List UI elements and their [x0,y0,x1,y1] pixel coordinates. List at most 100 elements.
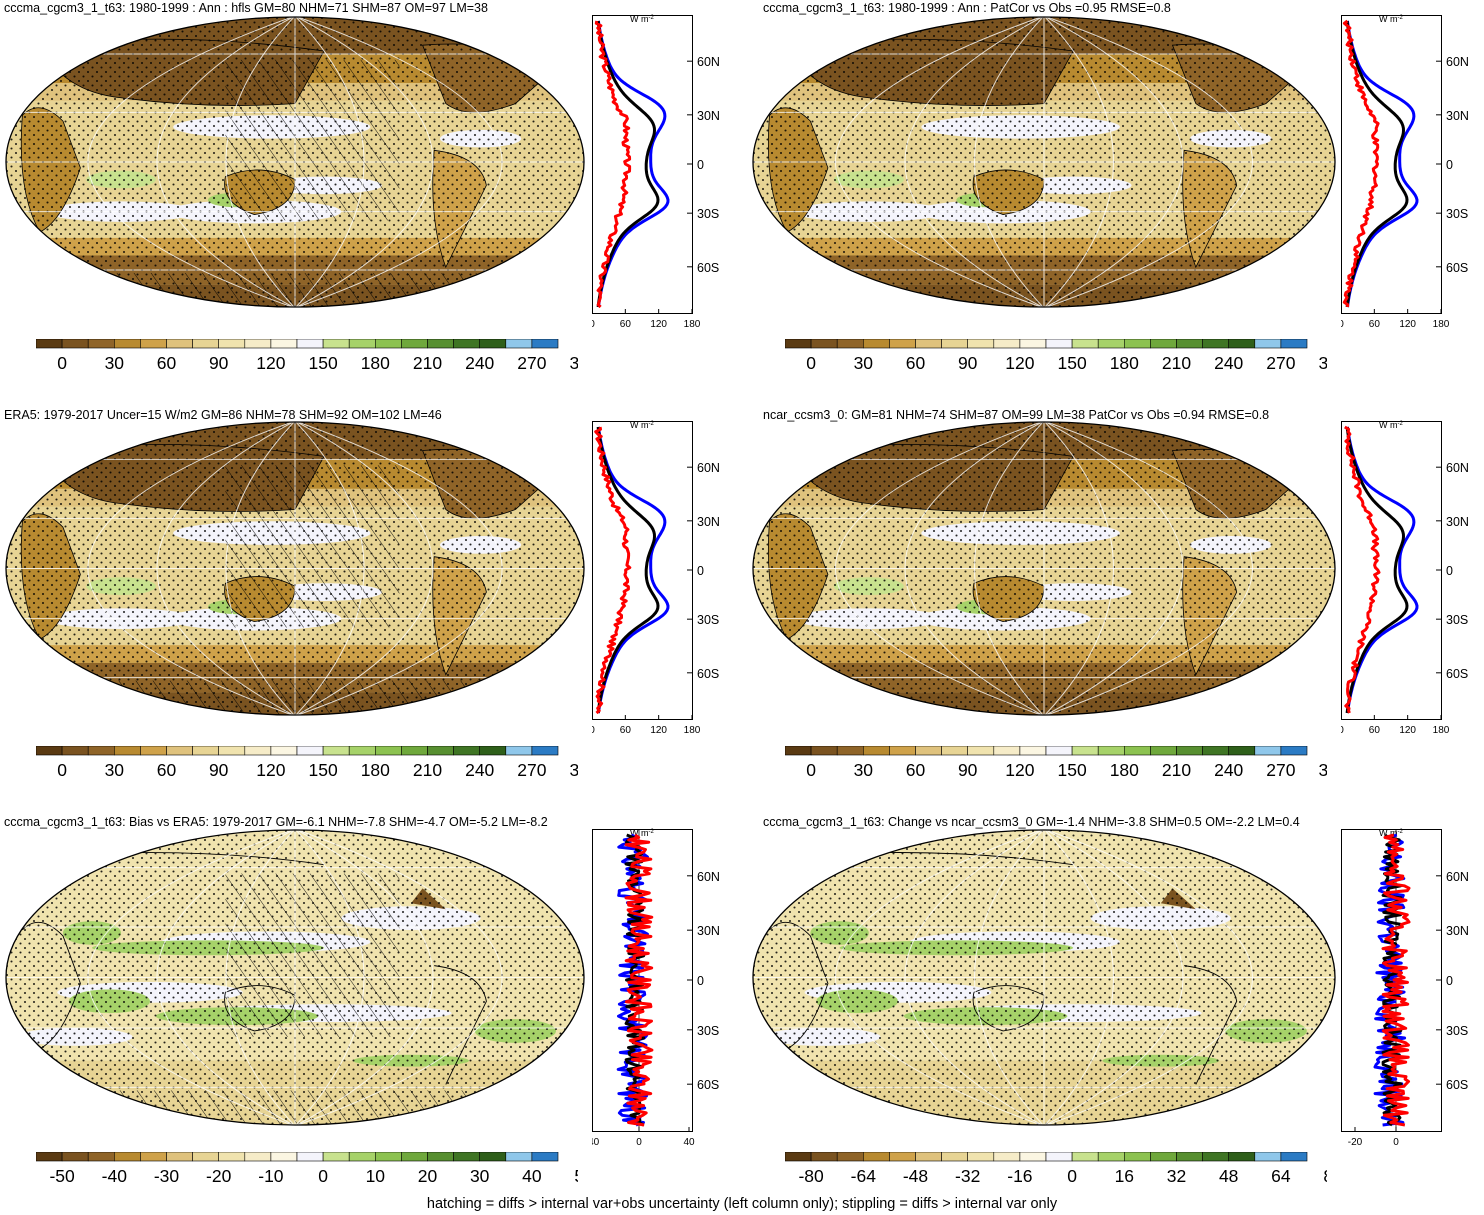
colorbar-swatch [863,1152,890,1162]
colorbar-tick-label: -32 [955,1166,980,1186]
colorbar-swatch [140,746,167,756]
colorbar-swatch [889,1152,916,1162]
colorbar-swatch [427,1152,454,1162]
colorbar-tick-label: 210 [413,353,442,373]
zonal-mean-profile: W m-2 60N 30N 0 30S 60S 0 60 120 180 [592,413,737,745]
colorbar-swatch [322,746,350,756]
colorbar-tick-label: 240 [465,353,494,373]
colorbar-swatch [1150,339,1177,349]
colorbar-swatch [374,339,402,349]
colorbar-swatch [967,746,995,756]
colorbar-swatch [1254,746,1282,756]
colorbar-swatch [810,339,838,349]
colorbar-swatch [836,746,864,756]
zonal-mean-profile: W m-2 60N 30N 0 30S 60S 0 60 120 180 [1341,7,1484,339]
latitude-tick-label: 60S [1446,1078,1468,1092]
colorbar-swatch [915,1152,942,1162]
colorbar: -50 -40 -30 -20 -10 0 10 20 30 40 50 [36,1152,578,1192]
panel-title: cccma_cgcm3_1_t63: 1980-1999 : Ann : hfl… [4,1,488,15]
colorbar-tick-label: 60 [906,760,926,780]
colorbar-tick-label: -48 [903,1166,928,1186]
colorbar-swatch [479,746,507,756]
zonal-mean-profile: W m-2 60N 30N 0 30S 60S 0 60 120 180 [1341,413,1484,745]
profile-x-tick-label: 180 [684,725,701,736]
latitude-tick-label: 30N [697,109,720,123]
world-map [5,829,585,1126]
profile-x-tick-label: 60 [1369,319,1381,330]
world-map [752,829,1336,1126]
colorbar-tick-label: 120 [256,353,285,373]
colorbar-swatch [785,339,812,349]
colorbar-swatch [941,339,969,349]
svg-text:W m-2: W m-2 [1379,420,1403,430]
colorbar-tick-label: 180 [361,760,390,780]
colorbar-swatch [1280,339,1308,349]
latitude-tick-label: 30S [1446,1024,1468,1038]
colorbar-swatch [270,339,298,349]
svg-text:W m-2: W m-2 [630,14,654,24]
colorbar-swatch [114,339,141,349]
panel-title: cccma_cgcm3_1_t63: Bias vs ERA5: 1979-20… [4,815,548,829]
latitude-tick-label: 60S [697,1078,719,1092]
colorbar-swatch [401,746,428,756]
colorbar-tick-label: 60 [157,353,177,373]
colorbar-swatch [374,1152,402,1162]
colorbar-tick-label: 270 [517,760,546,780]
profile-x-tick-label: -40 [592,1137,600,1148]
colorbar-tick-label: -30 [154,1166,180,1186]
colorbar-swatch [36,339,63,349]
svg-text:W m-2: W m-2 [630,828,654,838]
latitude-tick-label: 60N [697,55,720,69]
colorbar-tick-label: 60 [906,353,926,373]
colorbar-swatch [785,746,812,756]
profile-x-tick-label: 0 [1341,319,1344,330]
colorbar-tick-label: 210 [1162,760,1191,780]
colorbar-swatch [1254,339,1282,349]
colorbar-swatch [296,1152,324,1162]
colorbar-swatch [915,746,942,756]
colorbar-tick-label: 90 [209,760,229,780]
colorbar-swatch [218,746,246,756]
colorbar: 0 30 60 90 120 150 180 210 240 270 300 [785,339,1327,379]
colorbar-swatch [1097,339,1125,349]
colorbar-swatch [140,1152,167,1162]
latitude-tick-label: 0 [1446,974,1453,988]
colorbar-swatch [836,1152,864,1162]
colorbar-tick-label: 300 [1318,353,1327,373]
colorbar-tick-label: 270 [1266,760,1295,780]
profile-x-tick-label: 0 [1341,725,1344,736]
latitude-tick-label: 60S [697,667,719,681]
colorbar-tick-label: 210 [413,760,442,780]
colorbar-swatch [244,746,272,756]
latitude-tick-label: 60S [697,261,719,275]
colorbar-swatch [218,339,246,349]
colorbar-tick-label: 30 [105,760,125,780]
colorbar-tick-label: 30 [854,760,874,780]
latitude-tick-label: 60N [697,461,720,475]
colorbar-tick-label: 0 [806,353,816,373]
latitude-tick-label: 0 [697,158,704,172]
colorbar-swatch [270,1152,298,1162]
latitude-tick-label: 30S [1446,207,1468,221]
zonal-mean-profile: W m-2 60N 30N 0 30S 60S -40 0 40 [592,821,737,1157]
colorbar-swatch [322,1152,350,1162]
profile-x-tick-label: 40 [683,1137,695,1148]
colorbar-swatch [1202,339,1230,349]
colorbar-swatch [941,1152,969,1162]
latitude-tick-label: 30S [697,207,719,221]
colorbar-swatch [244,339,272,349]
colorbar-swatch [114,746,141,756]
colorbar-swatch [1202,746,1230,756]
colorbar-swatch [192,1152,220,1162]
colorbar-swatch [531,1152,559,1162]
colorbar-swatch [192,339,220,349]
colorbar-swatch [889,339,916,349]
colorbar-swatch [863,339,890,349]
colorbar-swatch [192,746,220,756]
colorbar-swatch [1045,1152,1073,1162]
latitude-tick-label: 0 [1446,158,1453,172]
profile-x-tick-label: 0 [636,1137,642,1148]
colorbar-tick-label: 30 [105,353,125,373]
colorbar-swatch [61,1152,89,1162]
svg-text:W m-2: W m-2 [630,420,654,430]
